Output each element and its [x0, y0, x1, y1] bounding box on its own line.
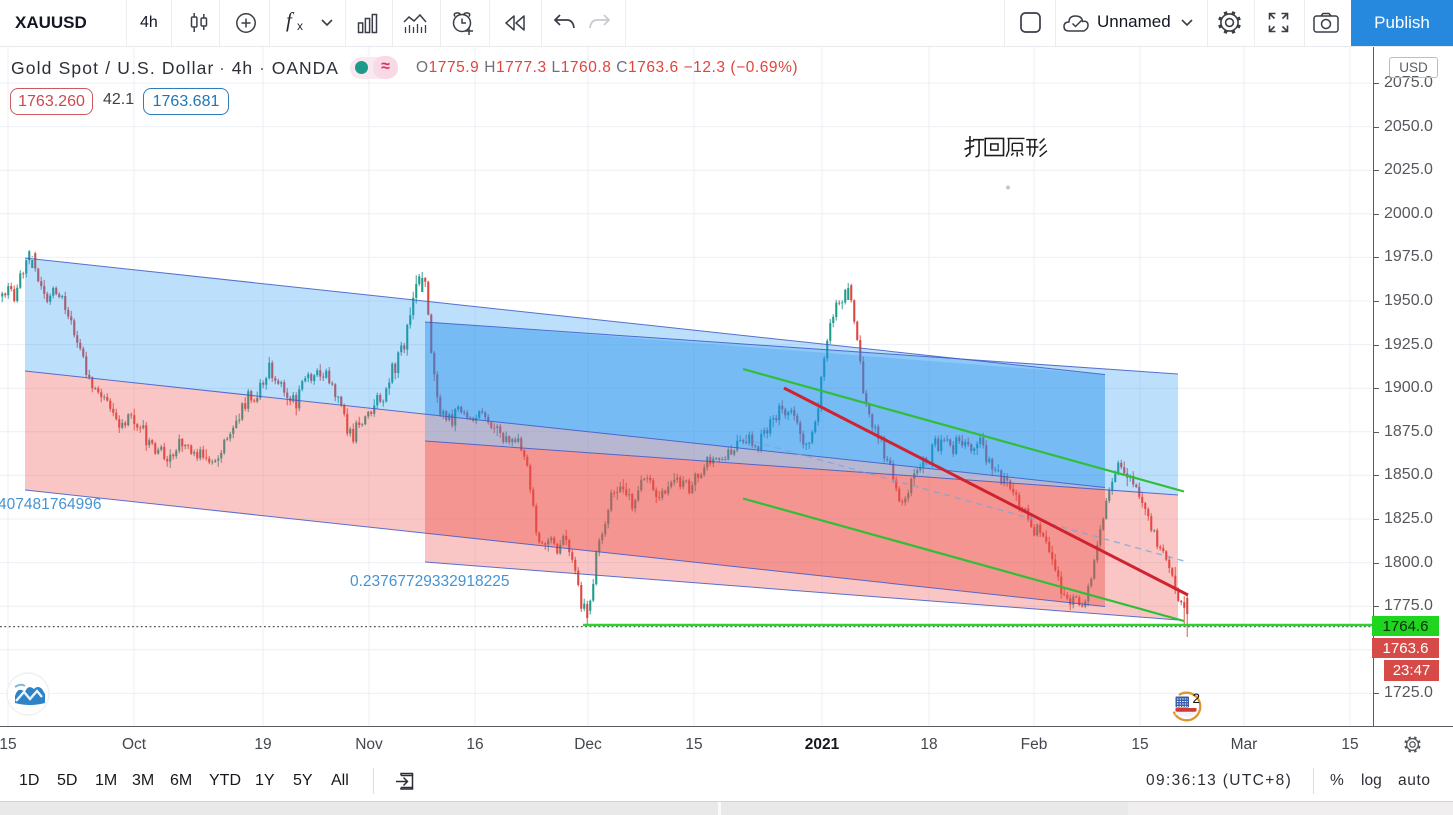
svg-text:0.23767729332918225: 0.23767729332918225: [350, 573, 509, 590]
svg-text:407481764996: 407481764996: [0, 496, 101, 513]
svg-text:2: 2: [1193, 691, 1201, 706]
